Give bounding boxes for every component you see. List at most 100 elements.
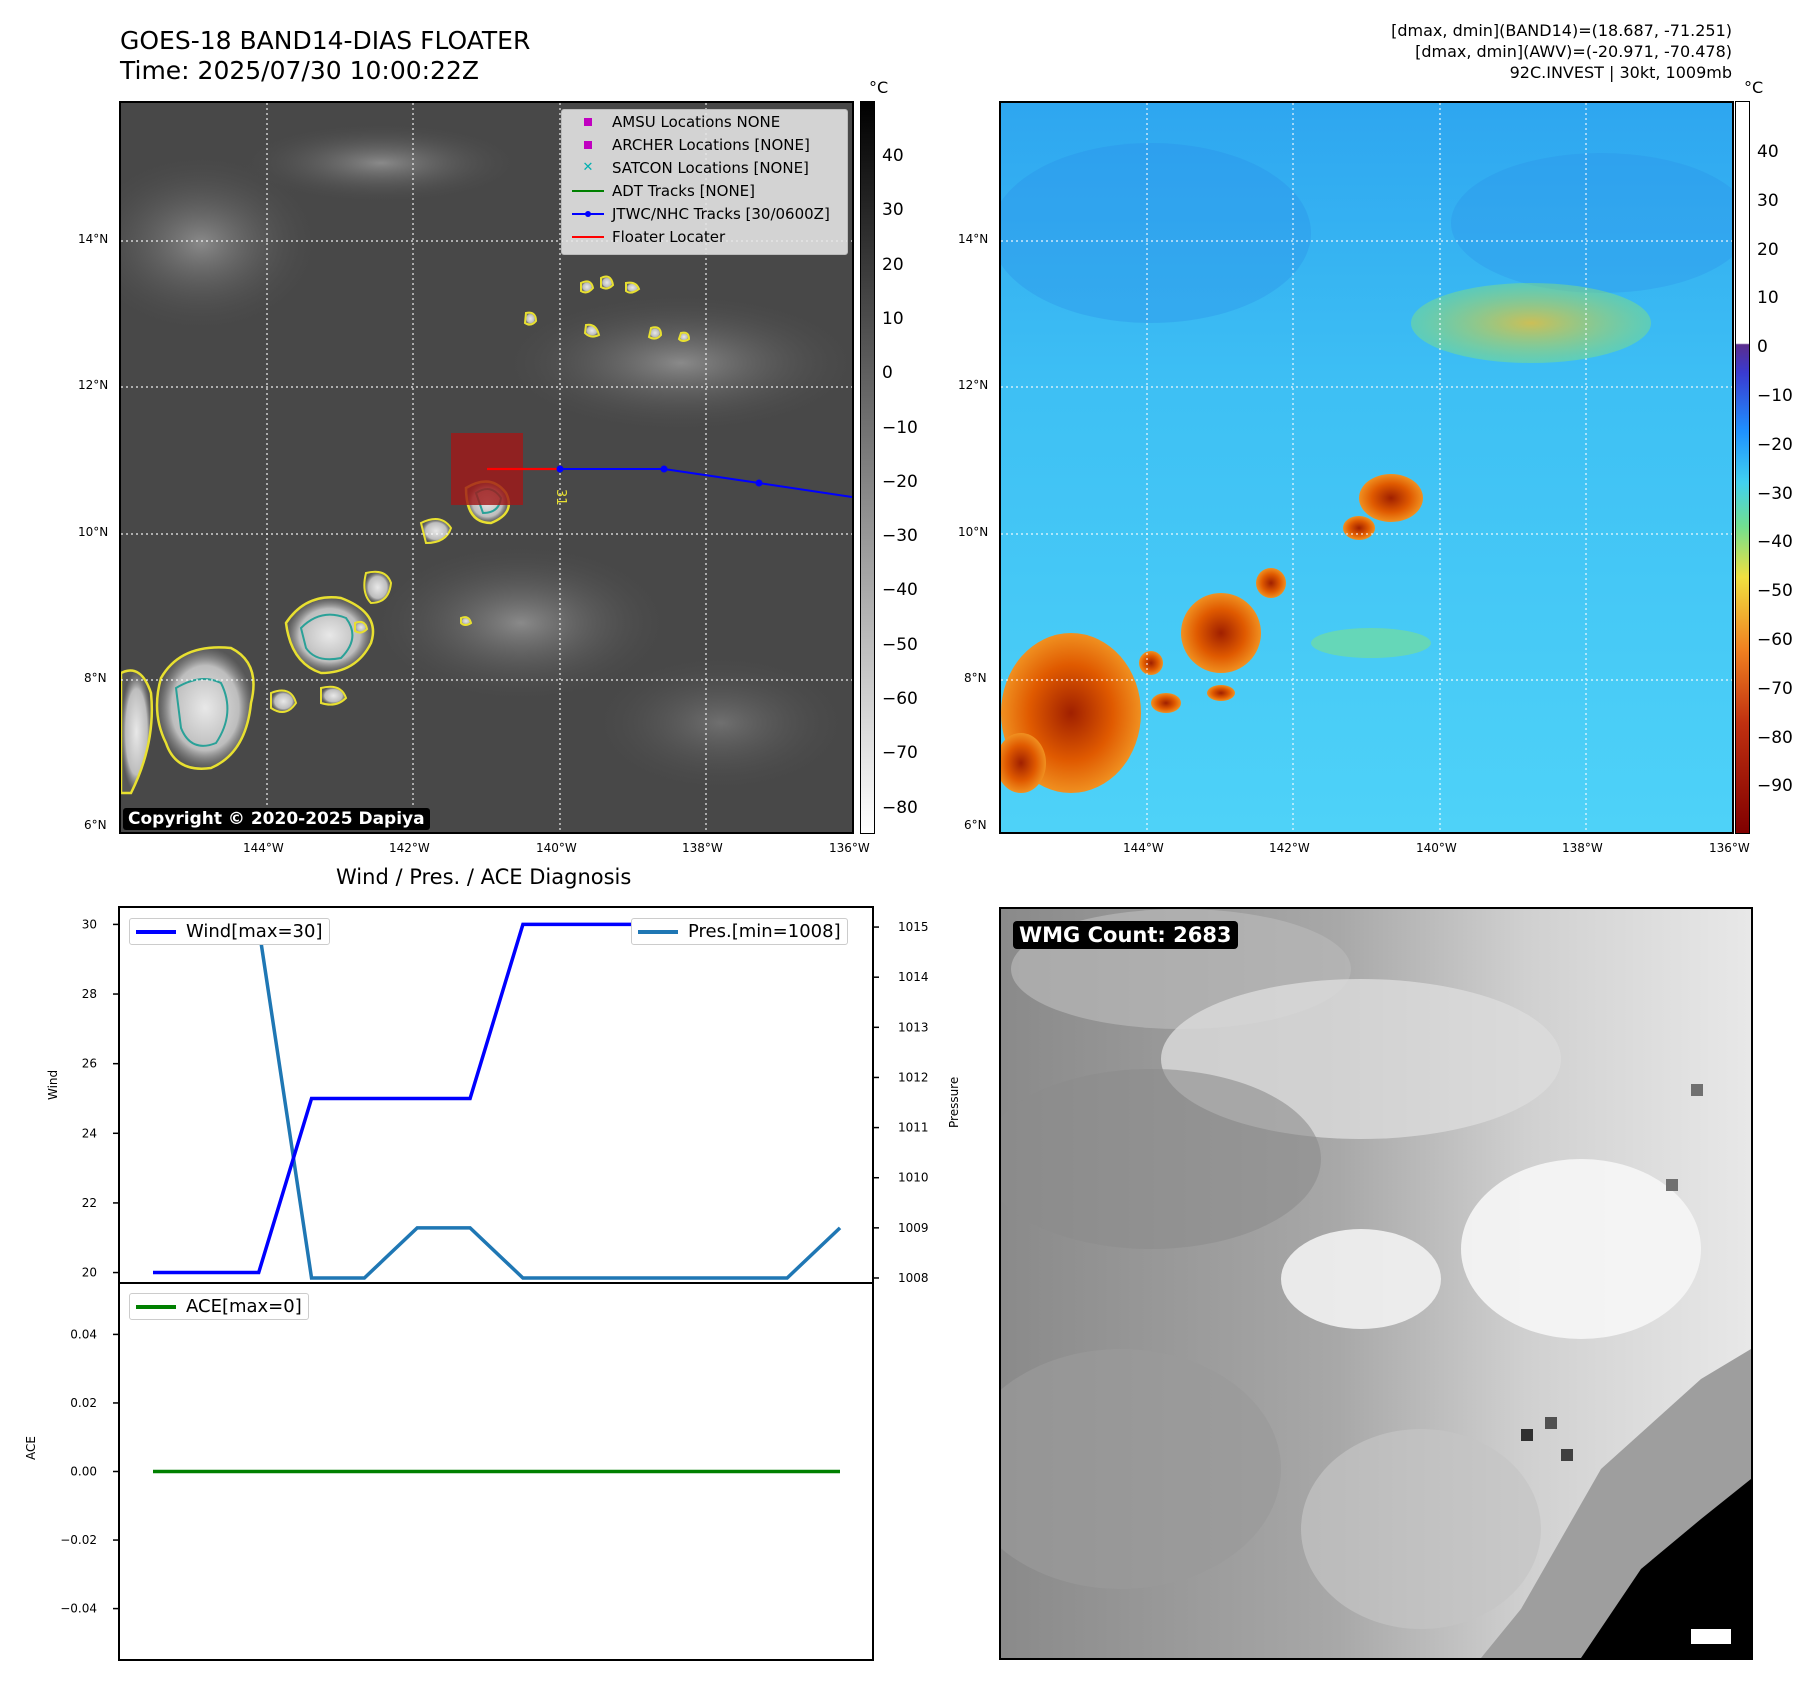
awv-colorbar: [1735, 101, 1750, 834]
legend-satcon: ✕ SATCON Locations [NONE]: [562, 156, 847, 179]
storm-info: 92C.INVEST | 30kt, 1009mb: [1509, 63, 1732, 82]
ir-colorbar-tick: −10: [882, 417, 918, 438]
ir-lon-label: 140°W: [536, 841, 577, 855]
awv-colorbar-tick: 0: [1757, 337, 1768, 358]
ir-colorbar-tick: 30: [882, 200, 904, 221]
wmg-imagery: [1001, 909, 1751, 1658]
chart-title: GOES-18 BAND14-DIAS FLOATER: [120, 26, 531, 55]
pressure-legend: Pres.[min=1008]: [631, 918, 848, 945]
ace-tick-label: −0.04: [60, 1602, 97, 1616]
wind-tick-label: 28: [82, 987, 97, 1001]
ir-map: 31 AMSU Locations NONE ARCHER Locations …: [119, 101, 854, 834]
awv-colorbar-tick: −90: [1757, 776, 1793, 797]
pressure-tick-label: 1008: [898, 1271, 929, 1285]
line-dot-marker-icon: [570, 210, 606, 217]
ir-colorbar-tick: −80: [882, 797, 918, 818]
awv-lon-label: 138°W: [1562, 841, 1603, 855]
ir-colorbar-tick: 40: [882, 146, 904, 166]
awv-colorbar-tick: −50: [1757, 581, 1793, 602]
awv-colorbar-tick: 30: [1757, 190, 1779, 211]
ace-tick-label: 0.00: [70, 1465, 97, 1479]
ir-colorbar-tick: −50: [882, 634, 918, 655]
awv-colorbar-tick: 10: [1757, 288, 1779, 309]
pressure-tick-label: 1009: [898, 1221, 929, 1235]
ir-colorbar-unit: °C: [869, 78, 889, 97]
square-marker-icon: [584, 117, 592, 126]
pressure-tick-label: 1015: [898, 920, 929, 934]
ir-lon-label: 144°W: [243, 841, 284, 855]
legend-jtwc: JTWC/NHC Tracks [30/0600Z]: [562, 202, 847, 225]
diag-title: Wind / Pres. / ACE Diagnosis: [336, 865, 632, 889]
awv-colorbar-tick: −10: [1757, 386, 1793, 406]
timestamp: Time: 2025/07/30 10:00:22Z: [120, 56, 479, 85]
ir-lon-label: 142°W: [389, 841, 430, 855]
awv-colorbar-tick: −40: [1757, 532, 1793, 553]
awv-lon-label: 144°W: [1123, 841, 1164, 855]
ir-colorbar-tick: −60: [882, 689, 918, 709]
awv-colorbar-tick: −70: [1757, 678, 1793, 699]
awv-lat-label: 8°N: [964, 671, 987, 685]
wind-tick-label: 24: [82, 1126, 97, 1140]
ir-colorbar-tick: 0: [882, 363, 893, 384]
ace-tick-label: 0.02: [70, 1396, 97, 1410]
square-marker-icon: [584, 140, 592, 149]
wind-tick-label: 20: [82, 1266, 97, 1280]
x-marker-icon: ✕: [582, 160, 594, 175]
wind-plot-frame: [118, 906, 874, 1284]
wind-series-line: [153, 922, 840, 1275]
ir-colorbar-tick: 10: [882, 308, 904, 329]
ir-colorbar-tick: −30: [882, 526, 918, 547]
awv-lat-label: 10°N: [958, 525, 989, 539]
line-marker-icon: [572, 235, 604, 238]
legend-archer: ARCHER Locations [NONE]: [562, 133, 847, 156]
awv-map-imagery: [1001, 103, 1732, 832]
wind-tick-label: 26: [82, 1057, 97, 1071]
line-marker-icon: [136, 1304, 176, 1309]
ir-colorbar: [860, 101, 875, 834]
awv-colorbar-tick: −30: [1757, 483, 1793, 504]
ir-lat-label: 8°N: [84, 671, 107, 685]
awv-colorbar-tick: 40: [1757, 142, 1779, 162]
wind-tick-label: 30: [82, 917, 97, 931]
ir-colorbar-tick: −20: [882, 471, 918, 492]
legend-floater: Floater Locater: [562, 225, 847, 248]
line-marker-icon: [638, 929, 678, 934]
ir-lon-label: 136°W: [829, 841, 870, 855]
copyright-badge: Copyright © 2020-2025 Dapiya: [123, 808, 430, 830]
awv-lon-label: 142°W: [1269, 841, 1310, 855]
map-legend: AMSU Locations NONE ARCHER Locations [NO…: [561, 109, 848, 255]
awv-lat-label: 14°N: [958, 232, 989, 246]
awv-lat-label: 12°N: [958, 378, 989, 392]
ace-tick-label: 0.04: [70, 1327, 97, 1341]
awv-range: [dmax, dmin](AWV)=(-20.971, -70.478): [1415, 42, 1732, 61]
awv-colorbar-tick: −60: [1757, 630, 1793, 650]
awv-colorbar-tick: 20: [1757, 239, 1779, 260]
ir-lat-label: 6°N: [84, 818, 107, 832]
pressure-tick-label: 1010: [898, 1171, 929, 1185]
pressure-tick-label: 1014: [898, 970, 929, 984]
awv-colorbar-tick: −20: [1757, 434, 1793, 455]
line-marker-icon: [136, 929, 176, 934]
awv-lon-label: 136°W: [1709, 841, 1750, 855]
ir-lat-label: 12°N: [78, 378, 109, 392]
pressure-series-line: [153, 925, 842, 1280]
awv-colorbar-unit: °C: [1744, 78, 1764, 97]
pressure-tick-label: 1013: [898, 1020, 929, 1034]
ir-lon-label: 138°W: [682, 841, 723, 855]
awv-lon-label: 140°W: [1416, 841, 1457, 855]
wmg-panel: WMG Count: 2683: [999, 907, 1753, 1660]
legend-amsu: AMSU Locations NONE: [562, 110, 847, 133]
ir-lat-label: 10°N: [78, 525, 109, 539]
awv-colorbar-tick: −80: [1757, 727, 1793, 748]
ace-tick-label: −0.02: [60, 1533, 97, 1547]
wmg-count-badge: WMG Count: 2683: [1013, 921, 1238, 949]
ace-legend: ACE[max=0]: [129, 1293, 309, 1320]
pressure-tick-label: 1011: [898, 1121, 929, 1135]
awv-lat-label: 6°N: [964, 818, 987, 832]
ir-colorbar-tick: −40: [882, 580, 918, 601]
ir-colorbar-tick: 20: [882, 254, 904, 275]
ir-lat-label: 14°N: [78, 232, 109, 246]
legend-adt: ADT Tracks [NONE]: [562, 179, 847, 202]
wind-tick-label: 22: [82, 1196, 97, 1210]
